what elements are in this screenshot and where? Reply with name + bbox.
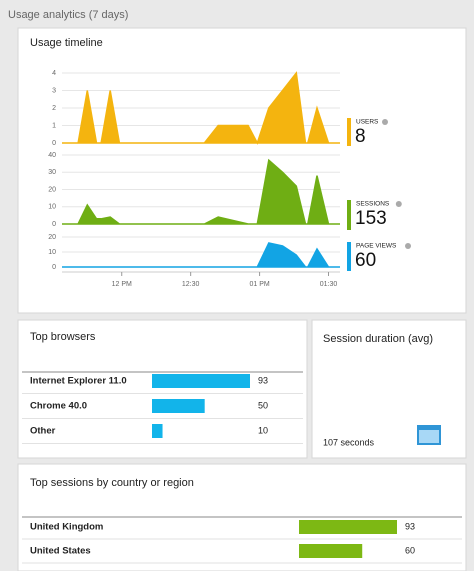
metric-bar [347, 242, 351, 271]
row-value: 50 [258, 400, 268, 410]
info-icon [395, 201, 402, 207]
y-tick-label: 40 [48, 152, 56, 159]
y-tick-label: 20 [48, 234, 56, 241]
bar [299, 520, 397, 534]
x-tick-label: 01:30 [320, 281, 338, 288]
bar [299, 544, 363, 558]
y-tick-label: 0 [52, 140, 56, 147]
info-icon [405, 243, 411, 249]
metric-value: 153 [355, 208, 387, 229]
y-tick-label: 30 [48, 169, 56, 176]
area [62, 71, 340, 145]
y-tick-label: 20 [48, 186, 56, 193]
metric-value: 8 [355, 126, 366, 147]
area [62, 158, 340, 225]
metric-name: SESSIONS [356, 201, 390, 208]
y-tick-label: 10 [48, 249, 56, 256]
y-tick-label: 0 [52, 264, 56, 271]
row-name: Chrome 40.0 [30, 401, 87, 412]
panel-title: Session duration (avg) [323, 333, 433, 345]
panel-title: Top browsers [30, 331, 96, 343]
info-icon [382, 119, 388, 125]
x-tick-label: 12 PM [112, 281, 132, 288]
page-title: Usage analytics (7 days) [8, 9, 128, 21]
metric-bar [347, 200, 351, 230]
row-name: Other [30, 426, 56, 437]
y-tick-label: 3 [52, 87, 56, 94]
y-tick-label: 2 [52, 105, 56, 112]
x-tick-label: 12:30 [182, 281, 200, 288]
y-tick-label: 10 [48, 204, 56, 211]
bar [152, 399, 205, 413]
panel-title: Top sessions by country or region [30, 477, 194, 489]
metric-name: USERS [356, 119, 379, 126]
timeline-panel[interactable] [17, 27, 467, 314]
area [62, 242, 340, 268]
row-value: 60 [405, 545, 415, 555]
y-tick-label: 1 [52, 122, 56, 129]
row-name: Internet Explorer 11.0 [30, 376, 127, 387]
metric-value: 60 [355, 250, 376, 271]
row-value: 93 [258, 375, 268, 385]
y-tick-label: 0 [52, 221, 56, 228]
row-value: 93 [405, 521, 415, 531]
duration-icon [417, 425, 441, 445]
row-value: 10 [258, 425, 268, 435]
x-tick-label: 01 PM [249, 281, 269, 288]
metric-name: PAGE VIEWS [356, 243, 397, 250]
bar [152, 424, 163, 438]
duration-value: 107 seconds [323, 437, 375, 447]
y-tick-label: 4 [52, 70, 56, 77]
row-name: United States [30, 546, 91, 557]
bar [152, 374, 250, 388]
panel-title: Usage timeline [30, 37, 103, 49]
row-name: United Kingdom [30, 522, 103, 533]
icon [419, 430, 439, 443]
metric-bar [347, 118, 351, 146]
